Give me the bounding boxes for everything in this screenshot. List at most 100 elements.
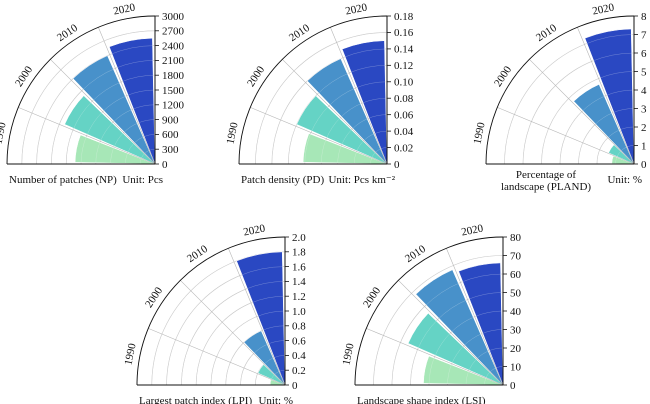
decade-label: 2010 xyxy=(287,22,312,44)
tick-label: 1.2 xyxy=(292,291,306,303)
wedge-2010 xyxy=(415,269,504,386)
tick-label: 0.6 xyxy=(292,335,306,347)
tick-label: 0.8 xyxy=(292,321,306,333)
decade-label: 2000 xyxy=(492,64,514,89)
radial-line xyxy=(50,59,156,165)
tick-label: 0 xyxy=(292,380,298,392)
tick-label: 2400 xyxy=(162,40,185,52)
unit-label: Unit: % xyxy=(258,395,293,404)
radial-line xyxy=(228,248,286,386)
radial-line xyxy=(18,107,156,165)
wedge-2000 xyxy=(407,312,504,386)
radial-line xyxy=(250,107,388,165)
radial-line xyxy=(98,27,156,165)
tick-label: 0.06 xyxy=(394,109,414,121)
outer-arc xyxy=(6,15,156,165)
tick-label: 0 xyxy=(394,159,400,171)
decade-label: 2020 xyxy=(591,1,615,17)
wedge-1990 xyxy=(302,133,388,165)
tick-label: 0.16 xyxy=(394,27,414,39)
tick-label: 0.02 xyxy=(394,142,413,154)
decade-label: 2000 xyxy=(361,285,383,310)
tick-label: 600 xyxy=(162,129,179,141)
radial-line xyxy=(497,107,635,165)
tick-label: 0.08 xyxy=(394,93,414,105)
tick-label: 7 xyxy=(641,29,647,41)
tick-label: 50 xyxy=(510,287,522,299)
radial-line xyxy=(529,59,635,165)
radial-line xyxy=(180,280,286,386)
metric-label: Percentage of landscape (PLAND) xyxy=(501,169,591,193)
tick-label: 1 xyxy=(641,140,647,152)
wedge-1990 xyxy=(74,134,156,165)
wedge-2020 xyxy=(108,37,156,165)
tick-label: 0.12 xyxy=(394,60,413,72)
tick-label: 1800 xyxy=(162,70,185,82)
tick-label: 1.0 xyxy=(292,306,306,318)
tick-label: 0 xyxy=(162,159,168,171)
tick-label: 70 xyxy=(510,250,522,262)
decade-label: 2020 xyxy=(112,1,136,17)
decade-label: 2000 xyxy=(13,64,35,89)
wedge-2020 xyxy=(341,40,388,165)
radial-line xyxy=(330,27,388,165)
wedge-1990 xyxy=(423,355,504,386)
decade-label: 1990 xyxy=(472,121,488,145)
tick-label: 2100 xyxy=(162,55,185,67)
tick-label: 3000 xyxy=(162,11,185,23)
wedge-2000 xyxy=(64,95,156,165)
radial-line xyxy=(148,328,286,386)
wedge-2010 xyxy=(573,84,635,165)
radial-line xyxy=(446,248,504,386)
decade-label: 2020 xyxy=(460,222,484,238)
wedge-2010 xyxy=(243,330,286,386)
decade-label: 2010 xyxy=(55,22,80,44)
metric-label: Patch density (PD) xyxy=(241,174,324,186)
tick-label: 5 xyxy=(641,66,647,78)
tick-label: 0.18 xyxy=(394,11,414,23)
decade-label: 2010 xyxy=(403,243,428,265)
wedge-2010 xyxy=(306,58,388,165)
tick-label: 60 xyxy=(510,269,522,281)
metric-label: Number of patches (NP) xyxy=(9,174,117,186)
tick-label: 300 xyxy=(162,144,179,156)
decade-label: 2020 xyxy=(242,222,266,238)
outer-arc xyxy=(354,236,504,386)
tick-label: 0 xyxy=(510,380,516,392)
wedge-2020 xyxy=(458,262,504,386)
rose-chart-3: 0 1 2 3 4 5 6 7 8 1990 2000 2010 2020 Percentage of la… xyxy=(472,1,647,193)
tick-label: 1.4 xyxy=(292,276,306,288)
unit-label: Unit: Pcs xyxy=(122,174,163,186)
tick-label: 20 xyxy=(510,343,522,355)
rose-chart-1: 0 300 600 900 1200 1500 1800 2100 2400 2700 3000 19… xyxy=(0,1,185,186)
radial-line xyxy=(577,27,635,165)
tick-label: 0.10 xyxy=(394,77,414,89)
outer-arc xyxy=(238,15,388,165)
tick-label: 1.8 xyxy=(292,247,306,259)
tick-label: 900 xyxy=(162,114,179,126)
tick-label: 1200 xyxy=(162,100,185,112)
rose-chart-4: 0 0.2 0.4 0.6 0.8 1.0 1.2 1.4 1.6 1.8 2.0 1990 2000 2… xyxy=(123,222,307,404)
decade-label: 1990 xyxy=(225,121,241,145)
tick-label: 0 xyxy=(641,159,647,171)
tick-label: 8 xyxy=(641,11,647,23)
radial-line xyxy=(282,59,388,165)
tick-label: 80 xyxy=(510,232,522,244)
decade-label: 1990 xyxy=(0,121,9,145)
unit-label: Unit: Pcs km⁻² xyxy=(328,174,395,186)
tick-label: 6 xyxy=(641,48,647,60)
decade-label: 1990 xyxy=(341,342,357,366)
decade-label: 2000 xyxy=(245,64,267,89)
unit-label: Unit: % xyxy=(607,174,642,186)
rose-chart-5: 0 10 20 30 40 50 60 70 80 1990 2000 2010 2020 Landsca… xyxy=(341,222,522,404)
outer-arc xyxy=(485,15,635,165)
radial-line xyxy=(366,328,504,386)
metric-label: Largest patch index (LPI) xyxy=(139,395,252,404)
wedge-2020 xyxy=(584,28,635,165)
decade-label: 2020 xyxy=(344,1,368,17)
wedge-2000 xyxy=(257,364,286,386)
wedge-2000 xyxy=(296,95,388,165)
radial-line xyxy=(398,280,504,386)
tick-label: 1500 xyxy=(162,85,185,97)
